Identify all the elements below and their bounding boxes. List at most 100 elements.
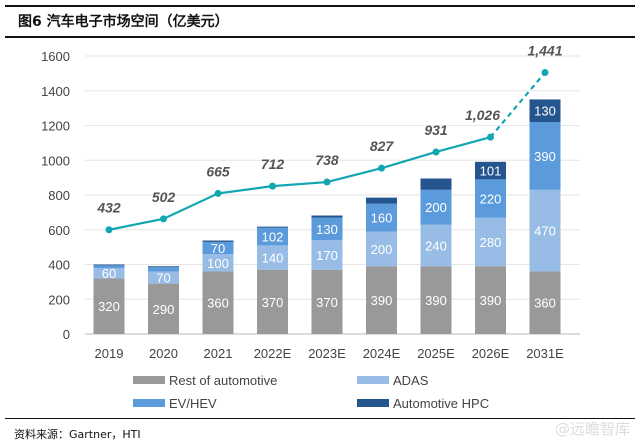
- line-point: [214, 189, 222, 197]
- x-tick-label: 2025E: [417, 346, 455, 361]
- bar-segment: [420, 189, 452, 225]
- bar-label: 200: [371, 242, 393, 257]
- bar-segment: [93, 264, 125, 266]
- bar-segment: [366, 231, 397, 267]
- top-rule: [5, 5, 635, 7]
- line-point: [105, 226, 113, 234]
- y-tick-label: 1600: [41, 49, 70, 64]
- y-tick-label: 0: [63, 327, 70, 342]
- total-line: [108, 136, 491, 231]
- bar-segment: [93, 267, 125, 279]
- bar-label: 70: [211, 241, 225, 256]
- bar-segment: [366, 266, 397, 334]
- bar-label: 60: [102, 266, 116, 281]
- watermark: @远瞻智库: [554, 420, 630, 438]
- bar-label: 102: [262, 230, 284, 245]
- x-tick-label: 2031E: [526, 346, 564, 361]
- line-label: 502: [152, 189, 176, 205]
- bar-label: 290: [153, 302, 175, 317]
- bar-segment: [257, 245, 288, 270]
- bar-label: 240: [425, 238, 447, 253]
- bar-label: 390: [534, 149, 556, 164]
- bar-segment: [420, 178, 452, 190]
- bar-segment: [202, 240, 234, 242]
- line-label: 712: [261, 156, 285, 172]
- bar-segment: [529, 99, 561, 123]
- bar-segment: [202, 241, 234, 255]
- bar-label: 370: [316, 295, 338, 310]
- bar-segment: [420, 266, 452, 334]
- legend-swatch: [133, 376, 165, 384]
- bar-segment: [311, 215, 343, 218]
- bar-label: 70: [156, 271, 170, 286]
- bar-segment: [148, 267, 179, 272]
- line-point: [323, 178, 331, 186]
- line-point: [160, 215, 167, 223]
- bar-label: 100: [207, 256, 229, 271]
- legend-label: ADAS: [393, 373, 429, 388]
- x-tick-label: 2023E: [308, 346, 346, 361]
- bar-label: 360: [207, 296, 229, 311]
- x-tick-label: 2022E: [254, 346, 292, 361]
- legend-swatch: [133, 399, 165, 407]
- line-point: [378, 164, 385, 172]
- figure-title: 图6 汽车电子市场空间（亿美元）: [18, 14, 229, 30]
- bar-segment: [366, 203, 397, 232]
- bar-label: 170: [316, 248, 338, 263]
- bar-segment: [529, 122, 561, 190]
- legend-label: Rest of automotive: [169, 373, 277, 388]
- bar-segment: [475, 217, 506, 267]
- line-label: 1,026: [465, 107, 500, 123]
- x-tick-label: 2020: [149, 346, 178, 361]
- bar-label: 140: [262, 251, 284, 266]
- bar-label: 390: [480, 293, 502, 308]
- legend-label: Automotive HPC: [393, 396, 489, 411]
- source-note: 资料来源：Gartner，HTI: [14, 428, 141, 441]
- line-label: 931: [424, 122, 448, 138]
- line-label: 827: [370, 138, 395, 154]
- x-tick-label: 2019: [95, 346, 124, 361]
- bar-label: 220: [480, 191, 502, 206]
- line-point: [269, 182, 276, 190]
- bar-label: 200: [425, 200, 447, 215]
- bar-label: 390: [425, 293, 447, 308]
- y-tick-label: 600: [48, 223, 70, 238]
- bar-segment: [366, 197, 397, 204]
- bar-label: 360: [534, 296, 556, 311]
- y-tick-label: 200: [48, 292, 70, 307]
- line-point: [487, 133, 494, 141]
- x-tick-label: 2026E: [472, 346, 510, 361]
- bar-segment: [420, 224, 452, 267]
- bar-label: 390: [371, 293, 393, 308]
- y-tick-label: 800: [48, 188, 70, 203]
- bar-label: 320: [98, 299, 120, 314]
- y-tick-label: 1000: [41, 153, 70, 168]
- bar-segment: [257, 269, 288, 334]
- bar-segment: [529, 189, 561, 272]
- bar-segment: [529, 271, 561, 334]
- y-tick-label: 1200: [41, 119, 70, 134]
- y-tick-label: 400: [48, 258, 70, 273]
- bar-segment: [148, 283, 179, 334]
- bar-label: 130: [316, 222, 338, 237]
- bar-segment: [311, 217, 343, 241]
- bar-label: 370: [262, 295, 284, 310]
- bar-segment: [311, 269, 343, 334]
- bar-segment: [202, 271, 234, 334]
- bar-segment: [148, 271, 179, 284]
- bar-segment: [475, 161, 506, 180]
- bar-segment: [475, 266, 506, 334]
- bar-segment: [257, 226, 288, 228]
- bar-segment: [475, 179, 506, 218]
- line-label: 432: [96, 200, 121, 216]
- bar-label: 101: [480, 164, 502, 179]
- bottom-rule: [5, 418, 635, 419]
- bar-segment: [202, 254, 234, 272]
- line-label: 1,441: [527, 42, 562, 58]
- x-tick-label: 2024E: [363, 346, 401, 361]
- bar-label: 160: [371, 211, 393, 226]
- line-point: [432, 148, 440, 156]
- line-label: 665: [206, 163, 230, 179]
- legend-swatch: [357, 399, 389, 407]
- y-tick-label: 1400: [41, 84, 70, 99]
